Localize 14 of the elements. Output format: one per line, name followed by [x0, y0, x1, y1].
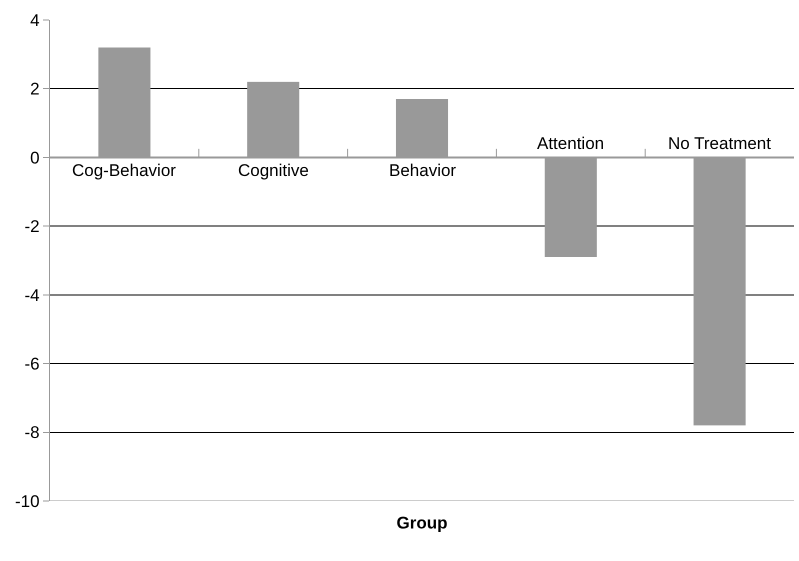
x-tick-label: No Treatment — [668, 134, 772, 153]
x-axis-title: Group — [396, 513, 448, 532]
y-tick-label: 0 — [30, 148, 40, 168]
y-tick-label: 4 — [30, 10, 40, 30]
y-tick-label: -4 — [24, 286, 40, 305]
y-tick-label: -8 — [24, 423, 40, 442]
y-tick-label: 2 — [30, 80, 40, 99]
y-tick-label: -2 — [24, 217, 40, 236]
x-tick-label: Cognitive — [238, 161, 309, 180]
y-tick-label: -10 — [15, 492, 40, 511]
y-tick-label: -6 — [24, 354, 40, 374]
x-tick-label: Behavior — [389, 161, 456, 180]
x-tick-label: Cog-Behavior — [72, 161, 176, 180]
x-tick-label: Attention — [537, 134, 604, 153]
